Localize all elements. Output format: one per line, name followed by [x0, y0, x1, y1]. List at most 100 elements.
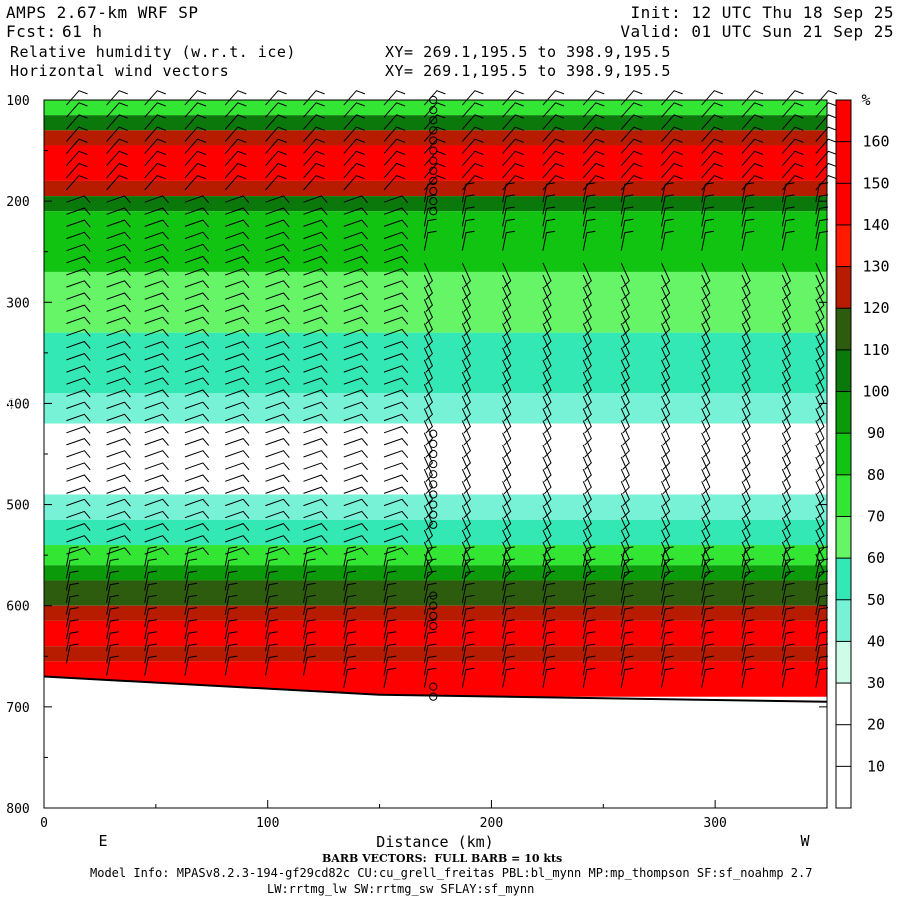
wind-barb — [741, 311, 751, 337]
wind-barb — [461, 206, 475, 227]
wind-barb — [461, 408, 471, 434]
wind-barb — [461, 456, 471, 482]
wind-barb — [582, 262, 592, 288]
wind-barb — [815, 558, 829, 579]
wind-barb — [542, 420, 552, 446]
wind-barb — [542, 286, 552, 313]
wind-barb — [106, 558, 119, 579]
wind-barb — [106, 231, 131, 240]
wind-barb — [144, 631, 157, 652]
wind-barb — [741, 218, 755, 239]
wind-barb — [184, 510, 210, 519]
wind-barb — [184, 619, 198, 640]
wind-barb — [265, 195, 290, 204]
wind-barb — [66, 150, 88, 167]
wind-barb — [502, 619, 515, 640]
wind-barb — [542, 182, 556, 203]
x-axis: 0 100 200 300 — [40, 800, 727, 831]
colorbar-label: 60 — [867, 549, 885, 567]
wind-barb — [383, 425, 409, 434]
wind-barb — [701, 468, 711, 495]
wind-barb — [144, 353, 169, 361]
wind-barb — [620, 335, 630, 361]
wind-barb — [701, 456, 711, 482]
wind-barb — [184, 401, 210, 410]
wind-barb — [106, 328, 131, 337]
x-tick-label: 200 — [480, 816, 503, 831]
model-title: AMPS 2.67-km WRF SP — [6, 3, 199, 22]
wind-barb — [65, 570, 79, 591]
wind-barb — [184, 231, 210, 240]
wind-barb — [815, 582, 829, 603]
wind-barb — [144, 268, 169, 276]
wind-barb — [502, 218, 515, 239]
wind-barb — [184, 558, 198, 579]
colorbar-swatch — [836, 558, 851, 600]
calm-circle — [429, 490, 438, 499]
wind-barb — [582, 558, 596, 579]
wind-barb — [343, 150, 366, 167]
wind-barb — [582, 493, 592, 519]
wind-barb — [106, 195, 131, 204]
xy-range-2: XY= 269.1,195.5 to 398.9,195.5 — [385, 62, 671, 80]
wind-barb — [184, 195, 210, 204]
colorbar: 10 20 30 40 50 60 70 80 90 100 110 120 130 140 150 160 — [835, 99, 890, 809]
colorbar-label: 80 — [867, 466, 885, 484]
wind-barb — [661, 274, 671, 300]
wind-barb — [781, 359, 791, 385]
wind-barb — [502, 456, 512, 482]
wind-barb — [461, 570, 475, 591]
wind-barb — [815, 299, 825, 325]
wind-barb — [106, 126, 128, 142]
wind-barb — [184, 486, 210, 495]
rh-band-6 — [44, 211, 827, 272]
wind-barb — [461, 558, 475, 579]
wind-barb — [582, 347, 592, 373]
wind-barb — [303, 523, 328, 531]
wind-barb — [224, 570, 238, 591]
wind-barb — [265, 126, 287, 142]
wind-barb — [144, 558, 157, 579]
wind-barb — [184, 114, 207, 130]
wind-barb — [781, 396, 791, 422]
wind-barb — [106, 474, 131, 483]
wind-barb — [502, 138, 524, 154]
wind-barb — [343, 377, 368, 386]
wind-barb — [225, 365, 250, 374]
wind-barb — [661, 114, 683, 130]
wind-barb — [461, 420, 471, 446]
wind-barb — [781, 570, 795, 591]
wind-barb — [144, 594, 157, 615]
wind-barb — [383, 450, 409, 459]
wind-barb — [144, 175, 166, 191]
calm-circle — [429, 146, 438, 155]
wind-barb — [701, 230, 714, 251]
wind-barb — [661, 432, 671, 458]
wind-barb — [383, 102, 406, 118]
wind-barb — [303, 655, 316, 676]
wind-barb — [781, 162, 804, 179]
wind-barb — [620, 456, 630, 482]
wind-barb — [661, 655, 674, 676]
wind-barb — [741, 408, 751, 434]
wind-barb — [144, 498, 169, 507]
wind-barb — [343, 365, 368, 374]
wind-barb — [423, 643, 437, 664]
wind-barb — [66, 438, 91, 446]
wind-barb — [423, 299, 433, 325]
rh-band-14 — [44, 565, 827, 581]
wind-barb — [343, 474, 368, 483]
wind-barb — [265, 438, 290, 446]
wind-barb — [225, 438, 250, 446]
colorbar-swatch — [836, 224, 851, 267]
calm-circle — [429, 186, 438, 196]
wind-barb — [224, 619, 238, 640]
wind-barb — [741, 371, 751, 398]
wind-barb — [184, 102, 207, 118]
wind-barb — [144, 643, 157, 664]
wind-barb — [265, 450, 290, 459]
colorbar-swatch — [836, 683, 851, 725]
wind-barb — [781, 420, 791, 446]
wind-barb — [542, 655, 556, 676]
calm-circle — [429, 197, 438, 206]
